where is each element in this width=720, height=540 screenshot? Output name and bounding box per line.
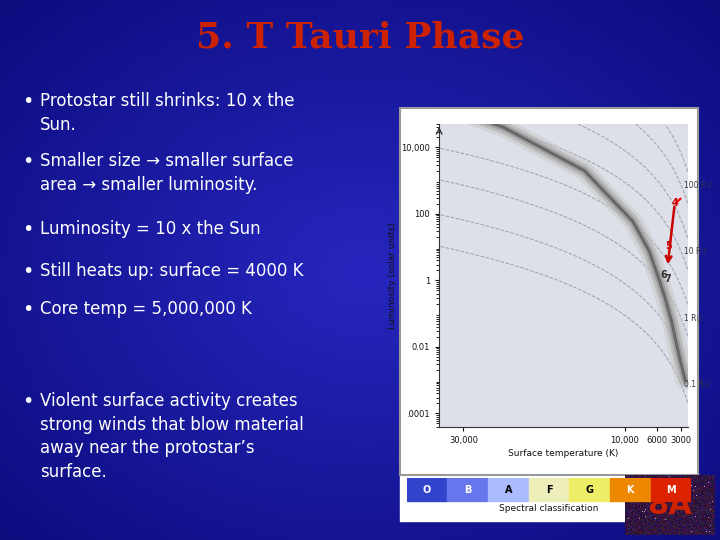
Text: Luminosity = 10 x the Sun: Luminosity = 10 x the Sun: [40, 220, 261, 238]
Text: Protostar still shrinks: 10 x the
Sun.: Protostar still shrinks: 10 x the Sun.: [40, 92, 294, 133]
Text: Smaller size → smaller surface
area → smaller luminosity.: Smaller size → smaller surface area → sm…: [40, 152, 294, 194]
Bar: [651, 478, 691, 501]
Bar: [528, 478, 570, 501]
Text: 7: 7: [665, 274, 672, 284]
Bar: [407, 478, 447, 501]
Text: A: A: [505, 484, 512, 495]
Bar: [570, 478, 610, 501]
Text: F: F: [546, 484, 552, 495]
X-axis label: Surface temperature (K): Surface temperature (K): [508, 449, 618, 458]
Text: •: •: [22, 92, 33, 111]
Text: K: K: [626, 484, 634, 495]
Text: Violent surface activity creates
strong winds that blow material
away near the p: Violent surface activity creates strong …: [40, 392, 304, 481]
Text: 10 R☉: 10 R☉: [683, 247, 708, 256]
Text: 4: 4: [671, 198, 678, 207]
Text: 1 R☉: 1 R☉: [683, 314, 703, 323]
Text: Core temp = 5,000,000 K: Core temp = 5,000,000 K: [40, 300, 252, 318]
Text: B: B: [464, 484, 472, 495]
Text: 5: 5: [666, 241, 672, 251]
Bar: [610, 478, 651, 501]
Y-axis label: Luminosity (solar units): Luminosity (solar units): [388, 222, 397, 329]
Text: M: M: [666, 484, 675, 495]
Text: •: •: [22, 220, 33, 239]
Text: 0.1 R☉: 0.1 R☉: [683, 381, 710, 389]
Text: •: •: [22, 152, 33, 171]
Text: O: O: [423, 484, 431, 495]
Text: G: G: [585, 484, 593, 495]
Text: •: •: [22, 300, 33, 319]
Text: Still heats up: surface = 4000 K: Still heats up: surface = 4000 K: [40, 262, 304, 280]
Text: 5. T Tauri Phase: 5. T Tauri Phase: [196, 21, 524, 55]
Text: 100 R☉: 100 R☉: [683, 181, 713, 190]
Text: 6: 6: [660, 269, 667, 280]
Text: 8A: 8A: [647, 490, 692, 519]
Bar: [400, 108, 698, 475]
Text: •: •: [22, 262, 33, 281]
Text: Spectral classification: Spectral classification: [499, 504, 599, 513]
Text: •: •: [22, 392, 33, 411]
Bar: [400, 472, 698, 521]
Bar: [488, 478, 528, 501]
Bar: [447, 478, 488, 501]
